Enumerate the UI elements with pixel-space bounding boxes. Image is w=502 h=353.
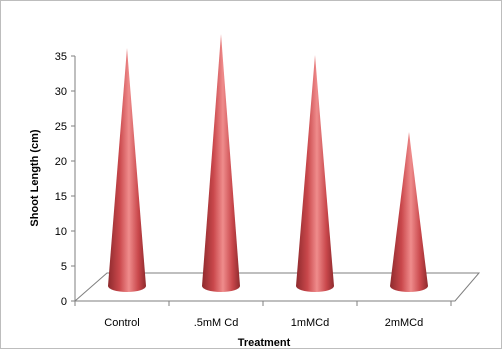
cone-body bbox=[390, 132, 428, 292]
cone-bar bbox=[296, 55, 334, 292]
y-tick-label: 35 bbox=[55, 51, 67, 63]
y-tick-label: 25 bbox=[55, 121, 67, 133]
cone-body bbox=[296, 55, 334, 292]
y-tick-label: 15 bbox=[55, 191, 67, 203]
cone-body bbox=[202, 34, 240, 292]
y-tick-label: 10 bbox=[55, 226, 67, 238]
y-tick-label: 0 bbox=[61, 296, 67, 308]
cone-bar bbox=[202, 34, 240, 292]
y-axis-title: Shoot Length (cm) bbox=[29, 129, 41, 226]
x-tick-label: .5mM Cd bbox=[194, 317, 239, 329]
chart-floor bbox=[73, 272, 481, 302]
x-axis-title: Treatment bbox=[238, 337, 291, 348]
y-tick-label: 20 bbox=[55, 156, 67, 168]
cone-series bbox=[108, 34, 428, 292]
x-axis-ticks: Control .5mM Cd 1mMCd 2mMCd bbox=[74, 301, 452, 329]
y-axis-ticks: 0 5 10 15 20 25 30 35 bbox=[55, 51, 75, 308]
x-tick-label: 2mMCd bbox=[385, 317, 424, 329]
y-tick-label: 5 bbox=[61, 261, 67, 273]
cone-bar bbox=[390, 132, 428, 292]
cone-bar bbox=[108, 48, 146, 292]
y-tick-label: 30 bbox=[55, 86, 67, 98]
x-tick-label: Control bbox=[104, 317, 139, 329]
x-tick-label: 1mMCd bbox=[291, 317, 330, 329]
cone-body bbox=[108, 48, 146, 292]
